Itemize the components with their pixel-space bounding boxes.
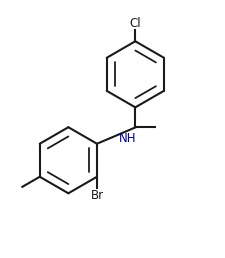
Text: Cl: Cl: [129, 17, 140, 30]
Text: NH: NH: [118, 132, 135, 146]
Text: Br: Br: [90, 189, 103, 201]
